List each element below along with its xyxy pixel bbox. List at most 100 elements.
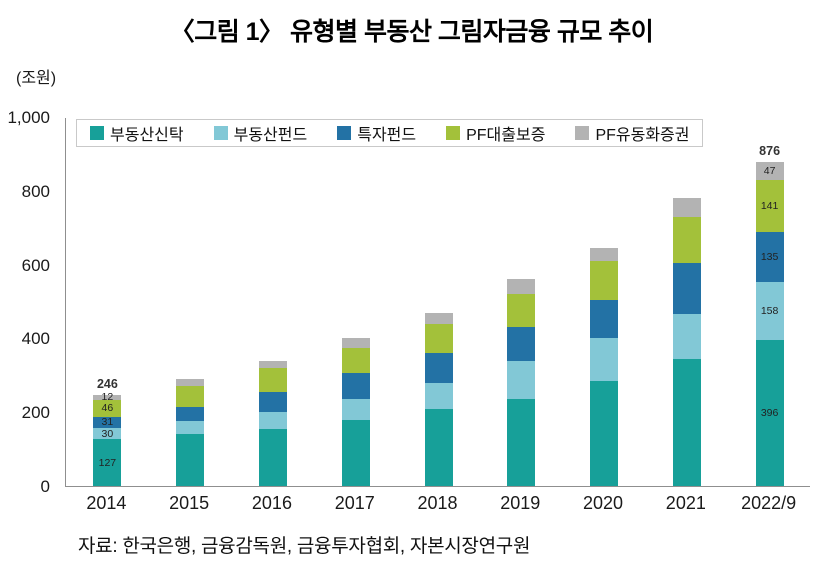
- y-axis-tick-label: 400: [21, 329, 50, 349]
- bar-segment: [176, 386, 205, 407]
- bar-segment: [341, 419, 370, 486]
- legend-label: 특자펀드: [357, 127, 417, 144]
- legend-label: 부동산신탁: [110, 127, 184, 144]
- segment-value-label: 12: [101, 391, 114, 404]
- y-axis-tick-label: 600: [21, 255, 50, 275]
- x-axis-tick-label: 2018: [417, 493, 458, 513]
- bar-segment: [258, 360, 287, 368]
- stacked-bar: [507, 279, 536, 486]
- bar-segment: [672, 314, 701, 359]
- segment-value-label: 158: [760, 304, 779, 317]
- bar-segment: [176, 406, 205, 422]
- stacked-bar: 127 30 31 46 12: [93, 391, 122, 486]
- bar-segment: [672, 216, 701, 263]
- bar-segment: 47: [755, 162, 784, 180]
- stacked-bar: [672, 198, 701, 486]
- bar-segment: [507, 399, 536, 486]
- segment-value-label: 135: [760, 250, 779, 263]
- segment-value-label: 141: [760, 199, 779, 212]
- x-axis-tick-label: 2017: [334, 493, 375, 513]
- bar-segment: [672, 358, 701, 486]
- x-axis-tick-label: 2015: [169, 493, 210, 513]
- bar-segment: [176, 434, 205, 486]
- x-axis-tick-label: 2021: [665, 493, 706, 513]
- bar-segment: [258, 391, 287, 413]
- stacked-bar: 396 158 135 141 47: [755, 162, 784, 486]
- legend-label: 부동산펀드: [233, 127, 308, 144]
- y-axis-tick-label: 200: [21, 403, 50, 423]
- bar-segment: [176, 379, 205, 387]
- x-axis: 2014 2015 2016 2017 2018 2019 2020 2021 2022/9: [65, 493, 810, 517]
- bar-segment: 30: [93, 427, 122, 440]
- bar-segment: 158: [755, 281, 784, 340]
- segment-value-label: 396: [760, 406, 779, 419]
- segment-value-label: 30: [101, 427, 114, 440]
- chart-legend: 부동산신탁 부동산펀드 특자펀드 PF대출보증 PF유동화증권: [76, 119, 704, 147]
- bar-segment: [590, 260, 619, 300]
- bar-segment: [507, 360, 536, 400]
- segment-value-label: 47: [763, 165, 776, 178]
- bar-segment: 31: [93, 416, 122, 429]
- x-axis-tick-label: 2014: [86, 493, 127, 513]
- bar-segment: [341, 338, 370, 348]
- legend-label: PF유동화증권: [595, 127, 690, 144]
- bar-segment: [258, 412, 287, 429]
- x-axis-tick-label: 2022/9: [741, 493, 797, 513]
- bar-segment: [590, 248, 619, 261]
- bar-segment: 46: [93, 399, 122, 417]
- segment-value-label: 31: [101, 416, 114, 429]
- legend-item: PF유동화증권: [575, 121, 689, 145]
- bar-segment: 396: [755, 339, 784, 486]
- y-axis-unit-label: (조원): [16, 70, 57, 87]
- bar-segment: [424, 353, 453, 383]
- bar-segment: [672, 198, 701, 217]
- legend-item: PF대출보증: [446, 121, 545, 145]
- y-axis-tick-label: 0: [40, 477, 50, 496]
- y-axis: 0 200 400 600 800 1,000: [0, 108, 58, 496]
- legend-swatch-icon: [213, 126, 228, 140]
- legend-swatch-icon: [575, 126, 590, 140]
- legend-swatch-icon: [446, 126, 461, 140]
- bar-segment: [507, 279, 536, 295]
- source-note: 자료: 한국은행, 금융감독원, 금융투자협회, 자본시장연구원: [78, 536, 531, 557]
- x-axis-tick-label: 2019: [500, 493, 541, 513]
- stacked-bar: [341, 338, 370, 486]
- bar-segment: [590, 338, 619, 381]
- segment-value-label: 46: [101, 402, 114, 415]
- bar-segment: [176, 421, 205, 435]
- legend-item: 부동산신탁: [90, 121, 184, 145]
- bar-segment: 135: [755, 231, 784, 282]
- legend-item: 부동산펀드: [213, 121, 308, 145]
- legend-item: 특자펀드: [337, 121, 416, 145]
- legend-swatch-icon: [90, 126, 104, 140]
- y-axis-tick-label: 800: [21, 181, 50, 201]
- x-axis-tick-label: 2016: [251, 493, 292, 513]
- bar-total-label: 246: [96, 377, 118, 392]
- stacked-bar: [258, 360, 287, 486]
- bar-segment: [258, 367, 287, 392]
- legend-label: PF대출보증: [466, 127, 546, 144]
- bar-segment: [341, 347, 370, 374]
- bar-segment: [341, 399, 370, 420]
- stacked-bar: [176, 379, 205, 486]
- segment-value-label: 127: [98, 456, 117, 469]
- bar-segment: [672, 262, 701, 315]
- bar-segment: 12: [93, 391, 122, 404]
- stacked-bar: [424, 312, 453, 486]
- plot-area: 부동산신탁 부동산펀드 특자펀드 PF대출보증 PF유동화증권 127 30 31 46 12 2…: [65, 118, 810, 487]
- bar-segment: [507, 294, 536, 328]
- bar-segment: [424, 312, 453, 324]
- bar-segment: 141: [755, 179, 784, 232]
- stacked-bar: [590, 248, 619, 486]
- bar-segment: 127: [93, 439, 122, 486]
- bar-segment: [590, 299, 619, 339]
- bar-segment: [424, 323, 453, 354]
- bar-segment: [424, 408, 453, 486]
- bar-segment: [341, 373, 370, 400]
- bar-segment: [507, 327, 536, 361]
- bar-segment: [258, 428, 287, 486]
- y-axis-tick-label: 1,000: [7, 108, 50, 127]
- legend-swatch-icon: [337, 126, 352, 140]
